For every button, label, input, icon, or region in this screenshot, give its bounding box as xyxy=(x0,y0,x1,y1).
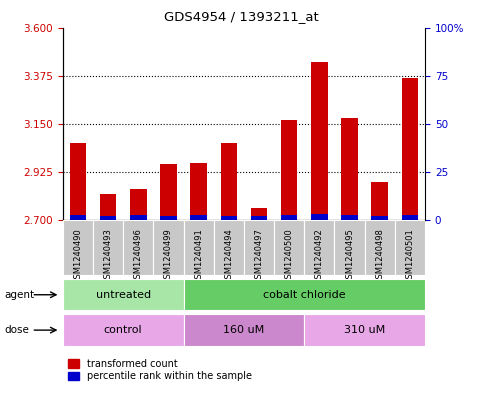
Bar xyxy=(123,220,154,275)
Bar xyxy=(335,220,365,275)
Text: GSM1240492: GSM1240492 xyxy=(315,228,324,284)
Text: 310 uM: 310 uM xyxy=(344,325,385,335)
Text: agent: agent xyxy=(5,290,35,300)
Text: control: control xyxy=(104,325,142,335)
Text: GSM1240499: GSM1240499 xyxy=(164,228,173,284)
Bar xyxy=(63,314,184,346)
Text: GSM1240500: GSM1240500 xyxy=(284,228,294,284)
Bar xyxy=(184,279,425,310)
Bar xyxy=(395,220,425,275)
Bar xyxy=(70,143,86,220)
Bar xyxy=(304,314,425,346)
Bar xyxy=(93,220,123,275)
Bar xyxy=(341,215,358,220)
Bar xyxy=(160,216,177,220)
Bar xyxy=(130,189,146,220)
Bar xyxy=(251,208,267,220)
Bar xyxy=(213,220,244,275)
Text: GSM1240494: GSM1240494 xyxy=(224,228,233,284)
Bar xyxy=(311,214,327,220)
Text: GDS4954 / 1393211_at: GDS4954 / 1393211_at xyxy=(164,10,319,23)
Bar xyxy=(251,216,267,220)
Bar xyxy=(184,314,304,346)
Bar xyxy=(190,215,207,220)
Text: GSM1240498: GSM1240498 xyxy=(375,228,384,284)
Bar xyxy=(160,164,177,220)
Text: GSM1240490: GSM1240490 xyxy=(73,228,83,284)
Bar xyxy=(281,119,298,220)
Bar xyxy=(63,220,93,275)
Text: GSM1240495: GSM1240495 xyxy=(345,228,354,284)
Bar xyxy=(274,220,304,275)
Bar xyxy=(63,279,184,310)
Bar xyxy=(311,62,327,220)
Bar xyxy=(402,215,418,220)
Bar xyxy=(341,118,358,220)
Text: untreated: untreated xyxy=(96,290,151,300)
Bar xyxy=(130,215,146,220)
Bar xyxy=(100,195,116,220)
Bar xyxy=(365,220,395,275)
Text: GSM1240496: GSM1240496 xyxy=(134,228,143,284)
Bar xyxy=(100,216,116,220)
Text: GSM1240491: GSM1240491 xyxy=(194,228,203,284)
Bar xyxy=(304,220,335,275)
Bar xyxy=(371,182,388,220)
Bar xyxy=(70,215,86,220)
Text: 160 uM: 160 uM xyxy=(223,325,265,335)
Bar xyxy=(190,163,207,220)
Bar xyxy=(244,220,274,275)
Bar xyxy=(221,143,237,220)
Bar xyxy=(281,215,298,220)
Bar xyxy=(221,216,237,220)
Text: GSM1240497: GSM1240497 xyxy=(255,228,264,284)
Text: GSM1240493: GSM1240493 xyxy=(103,228,113,284)
Bar xyxy=(402,78,418,220)
Text: dose: dose xyxy=(5,325,30,335)
Text: GSM1240501: GSM1240501 xyxy=(405,228,414,284)
Bar xyxy=(371,216,388,220)
Bar xyxy=(154,220,184,275)
Bar xyxy=(184,220,213,275)
Text: cobalt chloride: cobalt chloride xyxy=(263,290,346,300)
Legend: transformed count, percentile rank within the sample: transformed count, percentile rank withi… xyxy=(68,358,252,382)
